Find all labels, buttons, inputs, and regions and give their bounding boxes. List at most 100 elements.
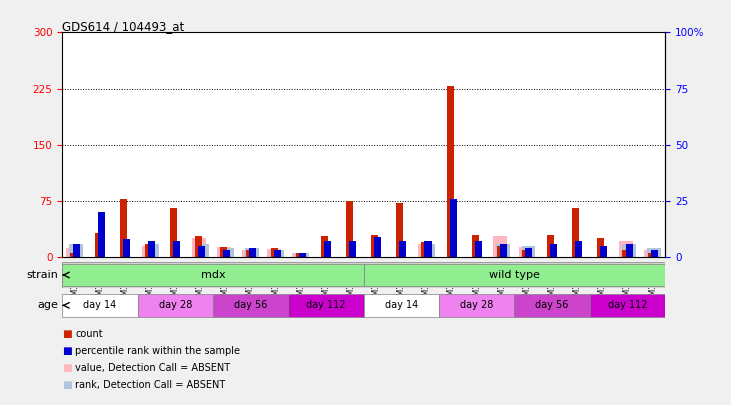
Bar xyxy=(647,248,661,257)
Bar xyxy=(270,248,278,257)
Bar xyxy=(148,241,155,257)
Bar xyxy=(575,241,583,257)
Text: value, Detection Call = ABSENT: value, Detection Call = ABSENT xyxy=(75,363,230,373)
Bar xyxy=(217,247,231,257)
Text: ■: ■ xyxy=(62,346,72,356)
Bar xyxy=(349,241,356,257)
Bar xyxy=(296,254,303,257)
Bar xyxy=(550,244,557,257)
Bar xyxy=(399,241,406,257)
Bar xyxy=(246,249,253,257)
Bar xyxy=(72,244,80,257)
Bar xyxy=(500,244,507,257)
Text: day 112: day 112 xyxy=(306,301,346,310)
Bar xyxy=(273,250,281,257)
Bar xyxy=(651,250,658,257)
Bar xyxy=(198,246,205,257)
Bar xyxy=(245,248,259,257)
Bar xyxy=(572,209,579,257)
Bar xyxy=(242,249,256,257)
Text: percentile rank within the sample: percentile rank within the sample xyxy=(75,346,240,356)
Bar xyxy=(295,253,309,257)
Bar xyxy=(142,246,156,257)
Bar xyxy=(346,201,353,257)
Text: day 14: day 14 xyxy=(385,301,418,310)
Bar xyxy=(422,242,428,257)
Bar xyxy=(450,199,457,257)
Bar xyxy=(644,249,658,257)
Bar xyxy=(474,241,482,257)
Bar xyxy=(268,249,281,257)
Text: ■: ■ xyxy=(62,363,72,373)
Bar xyxy=(321,236,328,257)
Bar xyxy=(145,244,159,257)
Text: day 56: day 56 xyxy=(535,301,569,310)
Bar xyxy=(522,246,535,257)
Bar xyxy=(425,241,431,257)
Bar xyxy=(288,294,364,317)
Bar xyxy=(525,248,532,257)
Bar xyxy=(170,209,177,257)
Bar xyxy=(418,245,432,257)
Bar xyxy=(195,244,209,257)
Bar xyxy=(213,294,288,317)
Bar xyxy=(619,241,633,257)
Bar xyxy=(95,233,102,257)
Text: strain: strain xyxy=(26,270,58,280)
Bar xyxy=(220,248,234,257)
Text: day 28: day 28 xyxy=(159,301,192,310)
Bar xyxy=(98,212,105,257)
Bar xyxy=(137,294,213,317)
Bar xyxy=(224,250,230,257)
Bar xyxy=(371,234,378,257)
Text: mdx: mdx xyxy=(200,270,225,280)
Bar xyxy=(221,247,227,257)
Text: ■: ■ xyxy=(62,380,72,390)
Bar xyxy=(270,250,284,257)
Bar xyxy=(123,239,130,257)
Bar xyxy=(249,248,256,257)
Text: age: age xyxy=(37,301,58,310)
Bar xyxy=(62,294,137,317)
Bar xyxy=(626,244,632,257)
Text: ■: ■ xyxy=(62,329,72,339)
Bar xyxy=(471,234,479,257)
Bar xyxy=(145,244,152,257)
Bar xyxy=(299,253,306,257)
Bar xyxy=(590,294,665,317)
Bar xyxy=(374,237,382,257)
Bar xyxy=(67,248,80,257)
Bar xyxy=(120,199,127,257)
Bar xyxy=(396,203,404,257)
Text: rank, Detection Call = ABSENT: rank, Detection Call = ABSENT xyxy=(75,380,226,390)
Bar xyxy=(522,249,529,257)
Bar xyxy=(69,244,83,257)
Text: day 112: day 112 xyxy=(607,301,647,310)
Text: day 28: day 28 xyxy=(460,301,493,310)
Bar xyxy=(364,294,439,317)
Bar xyxy=(496,244,510,257)
Text: wild type: wild type xyxy=(489,270,540,280)
Bar xyxy=(439,294,515,317)
Bar xyxy=(493,236,507,257)
Bar xyxy=(69,254,77,257)
Bar xyxy=(292,254,306,257)
Bar xyxy=(597,239,605,257)
Bar xyxy=(623,249,629,257)
Bar xyxy=(518,247,532,257)
Bar xyxy=(195,236,202,257)
Bar xyxy=(421,244,435,257)
Bar xyxy=(62,264,364,286)
Bar xyxy=(192,239,205,257)
Bar xyxy=(364,264,665,286)
Bar xyxy=(447,86,454,257)
Text: day 56: day 56 xyxy=(234,301,268,310)
Bar xyxy=(515,294,590,317)
Bar xyxy=(600,246,607,257)
Bar xyxy=(324,241,331,257)
Bar xyxy=(648,254,655,257)
Bar xyxy=(173,241,181,257)
Text: count: count xyxy=(75,329,103,339)
Text: day 14: day 14 xyxy=(83,301,116,310)
Bar xyxy=(547,234,554,257)
